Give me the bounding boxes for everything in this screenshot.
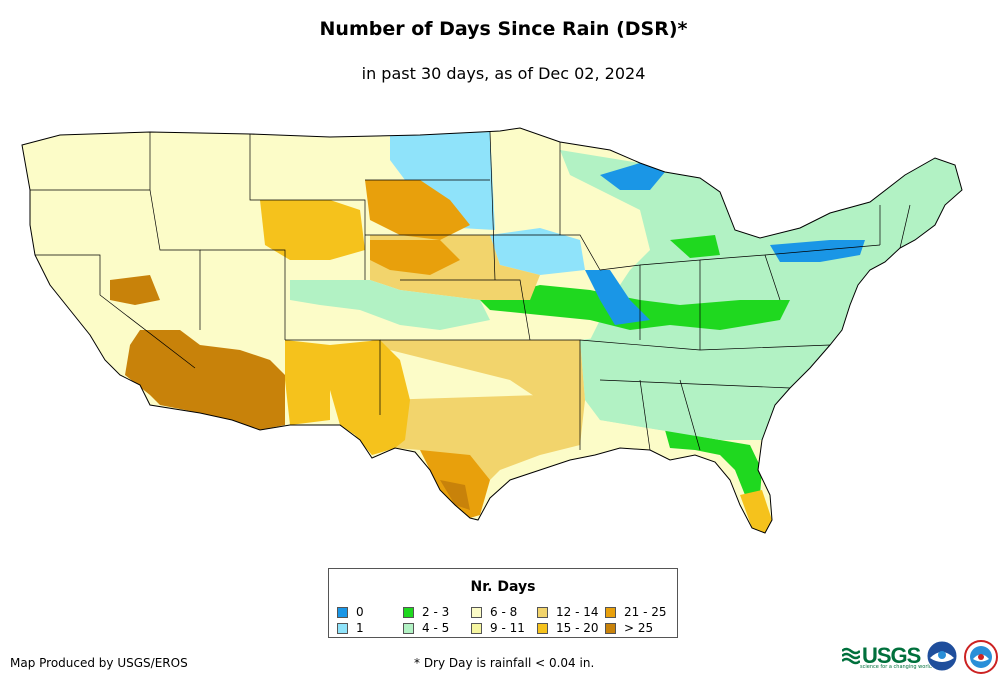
region-ne-orange bbox=[370, 240, 460, 275]
legend-item: 9 - 11 bbox=[471, 621, 525, 635]
region-arizona bbox=[125, 330, 285, 430]
region-kansas bbox=[290, 280, 490, 330]
region-mississippi-blue bbox=[585, 270, 650, 325]
legend-label: 1 bbox=[356, 621, 364, 635]
legend-swatch bbox=[605, 622, 616, 634]
legend: Nr. Days 0 1 2 - 3 4 - 5 6 - 8 9 - 11 12… bbox=[328, 568, 678, 638]
legend-swatch bbox=[537, 622, 548, 634]
legend-label: 0 bbox=[356, 605, 364, 619]
region-rio-grande bbox=[440, 480, 470, 510]
legend-swatch bbox=[403, 622, 414, 634]
region-ny-blue bbox=[770, 240, 865, 262]
legend-label: 4 - 5 bbox=[422, 621, 450, 635]
legend-item: 4 - 5 bbox=[403, 621, 449, 635]
map-title: Number of Days Since Rain (DSR)* bbox=[319, 18, 688, 40]
nws-logo-icon bbox=[964, 640, 998, 674]
map-subtitle: in past 30 days, as of Dec 02, 2024 bbox=[361, 64, 646, 83]
legend-swatch bbox=[471, 622, 482, 634]
usgs-tagline: science for a changing world bbox=[860, 664, 932, 670]
legend-item: 6 - 8 bbox=[471, 605, 517, 619]
state-boundaries bbox=[30, 131, 911, 451]
legend-label: 2 - 3 bbox=[422, 605, 450, 619]
legend-label: 21 - 25 bbox=[624, 605, 667, 619]
legend-label: 12 - 14 bbox=[556, 605, 599, 619]
region-southeast bbox=[580, 335, 760, 440]
region-texas bbox=[355, 395, 580, 495]
legend-swatch bbox=[337, 622, 348, 634]
region-mi-green bbox=[670, 235, 720, 258]
region-arkansas bbox=[530, 340, 585, 445]
legend-item: 1 bbox=[337, 621, 364, 635]
legend-item: 21 - 25 bbox=[605, 605, 667, 619]
legend-item: 12 - 14 bbox=[537, 605, 599, 619]
dry-day-note: * Dry Day is rainfall < 0.04 in. bbox=[414, 656, 595, 670]
usgs-logo: USGS bbox=[842, 643, 921, 669]
region-dakota-blue bbox=[390, 132, 495, 230]
legend-label: 9 - 11 bbox=[490, 621, 525, 635]
region-florida-green bbox=[665, 430, 762, 495]
legend-item: 0 bbox=[337, 605, 364, 619]
credit-text: Map Produced by USGS/EROS bbox=[10, 656, 188, 670]
usgs-wave-icon bbox=[842, 647, 860, 665]
legend-swatch bbox=[337, 606, 348, 618]
legend-label: 6 - 8 bbox=[490, 605, 518, 619]
legend-label: > 25 bbox=[624, 621, 654, 635]
legend-item: 15 - 20 bbox=[537, 621, 599, 635]
region-wyoming bbox=[260, 200, 365, 260]
region-florida-south bbox=[740, 490, 772, 533]
legend-item: 2 - 3 bbox=[403, 605, 449, 619]
region-iowa-blue bbox=[490, 228, 585, 275]
legend-item: > 25 bbox=[605, 621, 653, 635]
legend-swatch bbox=[403, 606, 414, 618]
noaa-logo-icon bbox=[926, 640, 958, 672]
legend-swatch bbox=[605, 606, 616, 618]
region-nevada-brown bbox=[110, 275, 160, 305]
map-fill bbox=[22, 128, 962, 533]
region-new-mexico bbox=[285, 340, 330, 425]
agency-logos: USGS science for a changing world bbox=[842, 640, 1002, 680]
legend-swatch bbox=[471, 606, 482, 618]
region-sd-orange bbox=[365, 180, 470, 240]
region-mi-up-blue bbox=[600, 163, 665, 190]
legend-label: 15 - 20 bbox=[556, 621, 599, 635]
legend-swatch bbox=[537, 606, 548, 618]
legend-title: Nr. Days bbox=[470, 579, 536, 595]
region-oklahoma bbox=[370, 340, 580, 400]
usgs-wordmark: USGS bbox=[862, 643, 921, 668]
country-outline bbox=[21, 127, 963, 534]
region-west-texas bbox=[330, 340, 410, 455]
